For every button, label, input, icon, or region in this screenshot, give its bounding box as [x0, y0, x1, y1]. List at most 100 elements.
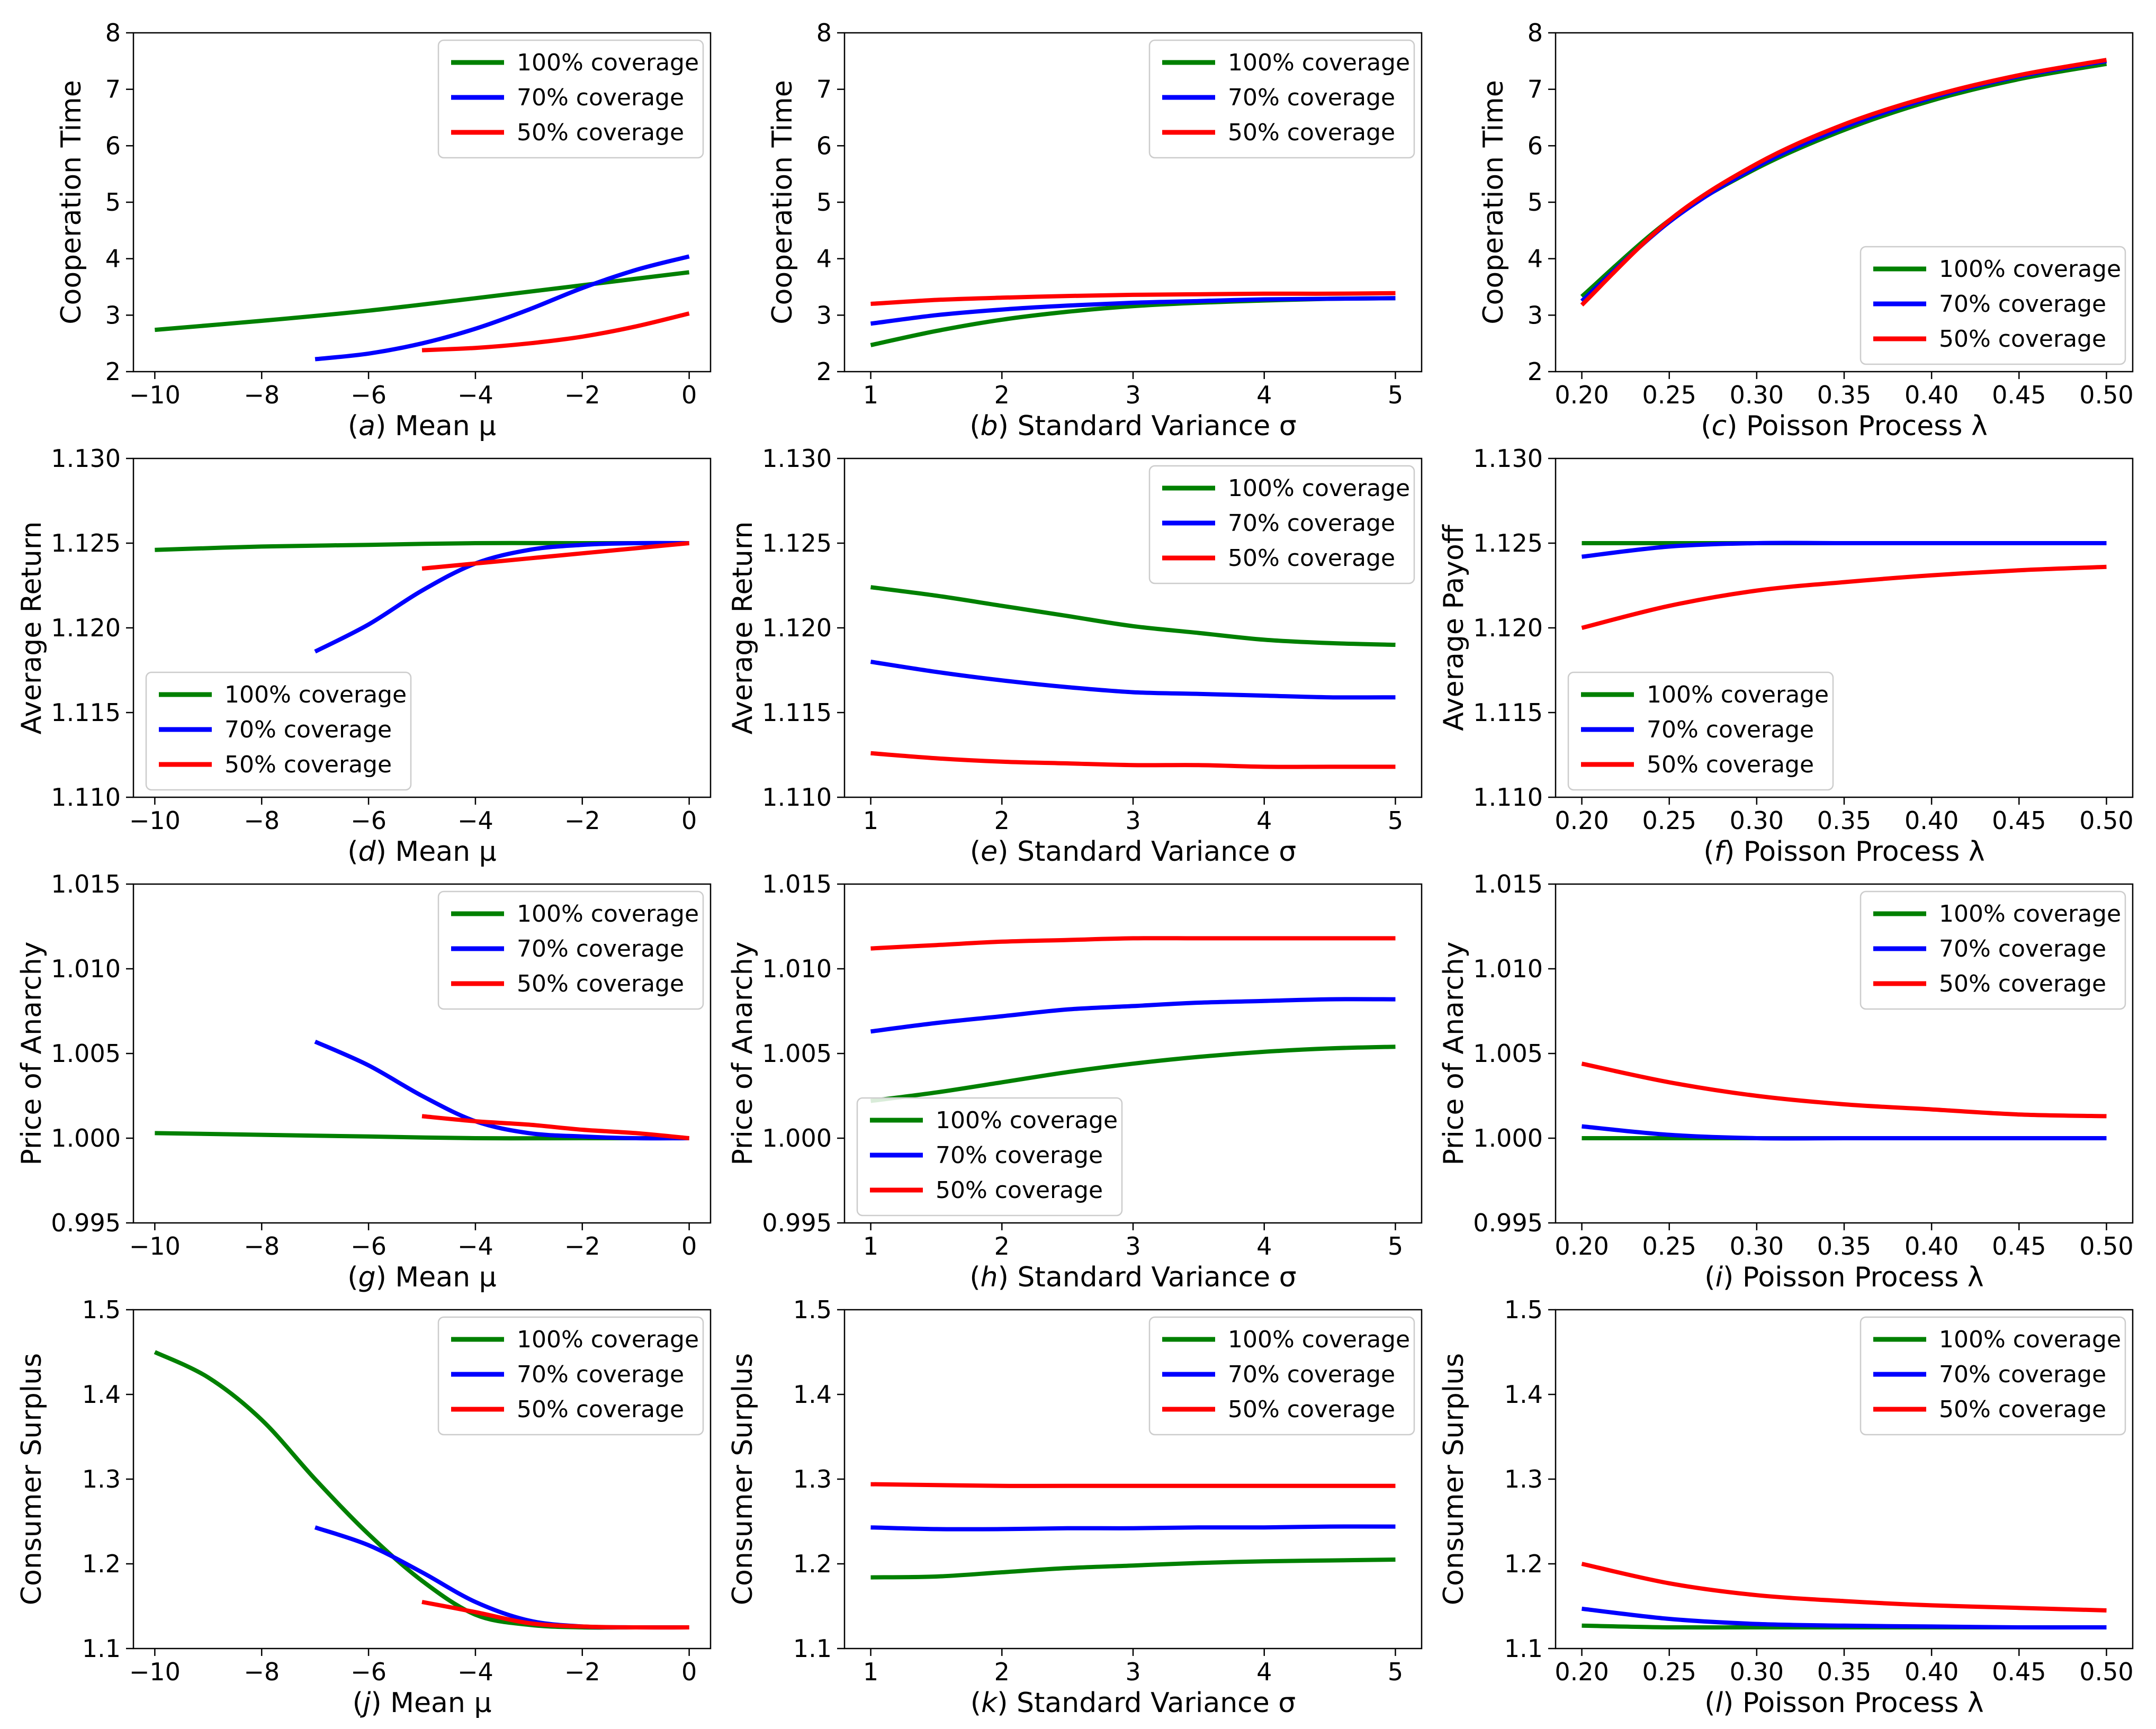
- x-tick-label: 0.50: [2079, 806, 2133, 835]
- legend-label: 100% coverage: [1228, 49, 1410, 76]
- y-tick-label: 5: [105, 188, 121, 217]
- y-tick-label: 4: [1528, 245, 1543, 273]
- y-tick-label: 1.4: [82, 1380, 121, 1409]
- y-axis-label: Cooperation Time: [1478, 80, 1510, 325]
- x-tick-label: 0.50: [2079, 1232, 2133, 1260]
- y-axis-label: Price of Anarchy: [727, 942, 759, 1166]
- series-line-70-coverage: [870, 1524, 1396, 1532]
- x-axis-label: (d) Mean μ: [347, 836, 496, 868]
- x-axis-label: (j) Mean μ: [353, 1687, 492, 1719]
- y-tick-label: 1.5: [82, 1295, 121, 1324]
- series-line-100-coverage: [870, 585, 1396, 647]
- y-tick-label: 1.3: [82, 1465, 121, 1493]
- x-tick-label: 2: [994, 1232, 1010, 1260]
- x-tick-label: 4: [1256, 381, 1272, 409]
- legend-label: 50% coverage: [1228, 1396, 1395, 1423]
- x-tick-label: 0: [681, 1232, 697, 1260]
- y-tick-label: 1.5: [793, 1295, 832, 1324]
- series-line-70-coverage: [870, 296, 1396, 326]
- x-tick-label: 0.25: [1642, 381, 1696, 409]
- x-tick-label: 0.45: [1992, 1658, 2046, 1686]
- x-tick-label: 0.35: [1817, 1232, 1871, 1260]
- series-line-70-coverage: [315, 254, 690, 362]
- x-tick-label: 0: [681, 806, 697, 835]
- y-tick-label: 1.010: [762, 954, 832, 983]
- y-axis-label: Average Payoff: [1438, 524, 1470, 731]
- x-tick-label: 0.35: [1817, 806, 1871, 835]
- x-tick-label: 2: [994, 381, 1010, 409]
- y-tick-label: 1.130: [1473, 444, 1543, 473]
- y-tick-label: 1.1: [1504, 1634, 1543, 1663]
- y-tick-label: 2: [816, 357, 832, 386]
- legend: 100% coverage 70% coverage 50% coverage: [437, 39, 704, 159]
- y-tick-label: 1.005: [1473, 1039, 1543, 1068]
- legend-label: 50% coverage: [1939, 326, 2106, 353]
- legend-label: 50% coverage: [517, 970, 684, 997]
- x-axis-label: (f) Poisson Process λ: [1703, 836, 1984, 868]
- x-tick-label: 0.30: [1730, 806, 1784, 835]
- subplot-k: 1 2 3 4 5 1.1 1.2 1.3 1.4 1.5 Consumer Surplus (k) …: [727, 1295, 1423, 1719]
- y-tick-label: 0.995: [51, 1209, 121, 1237]
- legend-label: 50% coverage: [1939, 970, 2106, 997]
- legend: 100% coverage 70% coverage 50% coverage: [437, 1316, 704, 1436]
- y-tick-label: 4: [816, 245, 832, 273]
- x-tick-label: −2: [564, 806, 600, 835]
- x-tick-label: −8: [244, 1658, 280, 1686]
- y-axis-label: Cooperation Time: [56, 80, 87, 325]
- y-tick-label: 1.005: [51, 1039, 121, 1068]
- x-tick-label: 0.25: [1642, 1232, 1696, 1260]
- legend-label: 70% coverage: [1228, 510, 1395, 537]
- x-tick-label: 0.25: [1642, 1658, 1696, 1686]
- legend-box: [1148, 1316, 1415, 1436]
- x-tick-label: 4: [1256, 806, 1272, 835]
- legend: 100% coverage 70% coverage 50% coverage: [145, 671, 412, 791]
- legend-label: 50% coverage: [1647, 751, 1814, 778]
- x-tick-label: −6: [351, 806, 387, 835]
- subplot-h: 1 2 3 4 5 0.995 1.000 1.005 1.010 1.015 Price of A…: [727, 870, 1423, 1293]
- x-tick-label: 0.40: [1905, 381, 1959, 409]
- legend-label: 70% coverage: [1939, 935, 2106, 962]
- x-tick-label: −4: [457, 381, 493, 409]
- x-tick-label: 3: [1125, 806, 1140, 835]
- x-tick-label: −4: [457, 806, 493, 835]
- y-tick-label: 1.000: [51, 1124, 121, 1152]
- y-tick-label: 6: [816, 131, 832, 160]
- y-axis-label: Consumer Surplus: [1438, 1353, 1470, 1606]
- legend-label: 50% coverage: [1939, 1396, 2106, 1423]
- legend: 100% coverage 70% coverage 50% coverage: [1859, 246, 2126, 365]
- legend-label: 100% coverage: [1228, 475, 1410, 502]
- legend: 100% coverage 70% coverage 50% coverage: [1859, 1316, 2126, 1436]
- legend-label: 100% coverage: [1228, 1326, 1410, 1353]
- x-tick-label: −2: [564, 381, 600, 409]
- y-tick-label: 6: [105, 131, 121, 160]
- legend-box: [437, 1316, 704, 1436]
- legend-label: 100% coverage: [1939, 1326, 2121, 1353]
- y-axis-label: Cooperation Time: [767, 80, 798, 325]
- y-tick-label: 1.010: [51, 954, 121, 983]
- x-tick-label: 3: [1125, 381, 1140, 409]
- x-tick-label: 0.20: [1555, 1232, 1609, 1260]
- series-line-50-coverage: [421, 311, 690, 353]
- x-axis-label: (l) Poisson Process λ: [1704, 1687, 1983, 1719]
- legend-label: 50% coverage: [936, 1177, 1103, 1204]
- legend: 100% coverage 70% coverage 50% coverage: [1148, 1316, 1415, 1436]
- y-tick-label: 1.4: [793, 1380, 832, 1409]
- y-axis-label: Consumer Surplus: [16, 1353, 48, 1606]
- x-tick-label: 3: [1125, 1658, 1140, 1686]
- x-tick-label: 0: [681, 381, 697, 409]
- x-tick-label: 0.50: [2079, 381, 2133, 409]
- series-line-70-coverage: [870, 997, 1396, 1034]
- y-tick-label: 1.000: [1473, 1124, 1543, 1152]
- x-tick-label: −6: [351, 1658, 387, 1686]
- y-tick-label: 1.115: [762, 698, 832, 727]
- legend-label: 100% coverage: [517, 49, 699, 76]
- x-tick-label: 0.20: [1555, 1658, 1609, 1686]
- x-tick-label: −4: [457, 1232, 493, 1260]
- y-tick-label: 3: [1528, 301, 1543, 329]
- y-tick-label: 8: [816, 19, 832, 47]
- series-line-50-coverage: [870, 1482, 1396, 1488]
- series-line-70-coverage: [314, 541, 689, 654]
- x-tick-label: 0.35: [1817, 381, 1871, 409]
- legend-box: [1859, 890, 2126, 1010]
